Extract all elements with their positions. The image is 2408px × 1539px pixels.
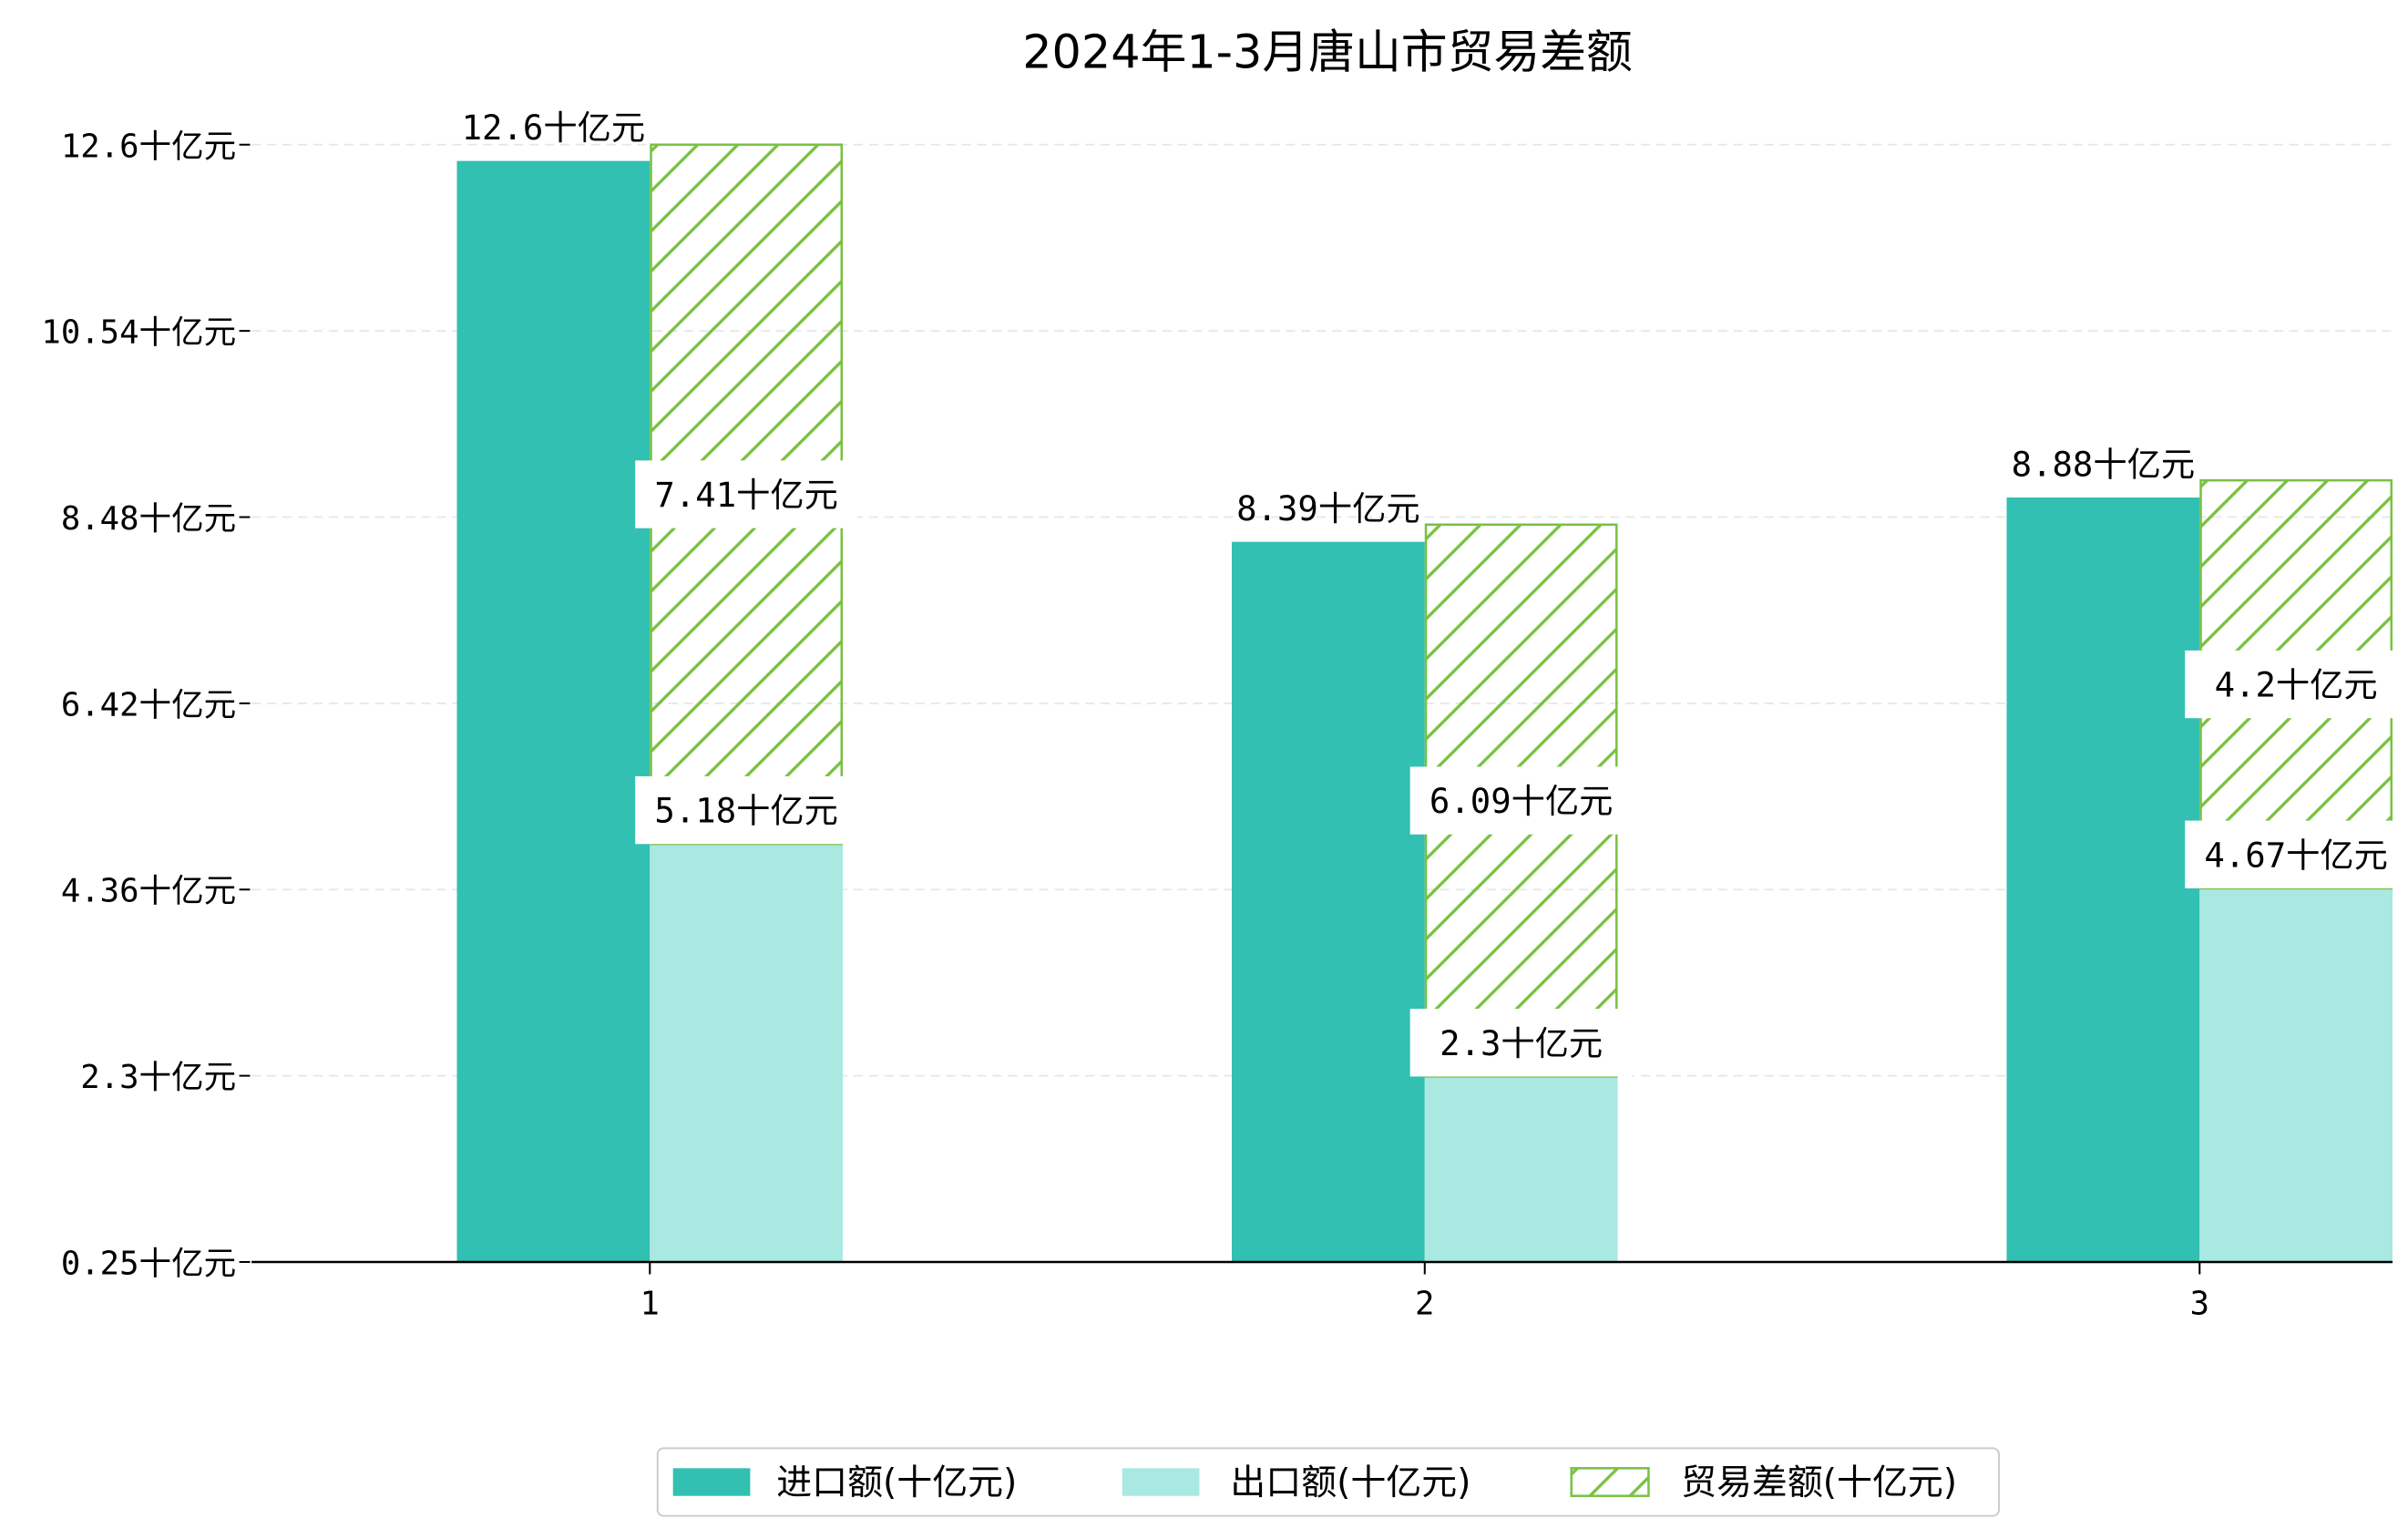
x-tick-label: 1 xyxy=(640,1285,660,1322)
axes: 0.25十亿元 2.3十亿元 4.36十亿元 6.42十亿元 8.48十亿元 10.54十… xyxy=(41,128,2393,1322)
y-tick-label: 12.6十亿元 xyxy=(61,128,236,165)
legend-label: 贸易差额(十亿元) xyxy=(1681,1462,1957,1503)
legend-box xyxy=(656,1447,2001,1517)
bars xyxy=(456,143,2393,1262)
import-value-label: 8.88十亿元 xyxy=(2012,444,2196,484)
export-value-label-bg xyxy=(1409,1009,1633,1077)
legend-label: 进口额(十亿元) xyxy=(776,1462,1017,1503)
legend-swatch xyxy=(672,1468,751,1496)
export-value-label-bg xyxy=(635,775,858,845)
legend-label: 出口额(十亿元) xyxy=(1230,1462,1470,1503)
y-tick-label: 0.25十亿元 xyxy=(61,1246,236,1283)
export-bar xyxy=(650,844,844,1262)
balance-value-label-bg xyxy=(635,460,858,528)
y-tick-label: 2.3十亿元 xyxy=(80,1059,236,1096)
export-value-label: 2.3十亿元 xyxy=(1440,1023,1603,1063)
import-bar xyxy=(2006,497,2200,1262)
balance-value-label: 6.09十亿元 xyxy=(1429,781,1614,821)
export-value-label-bg xyxy=(2185,820,2408,888)
import-bar xyxy=(1231,541,1425,1262)
balance-value-label: 4.2十亿元 xyxy=(2215,665,2378,705)
export-bar xyxy=(1424,1076,1618,1262)
y-tick-label: 10.54十亿元 xyxy=(41,314,236,352)
balance-value-label-bg xyxy=(1409,766,1633,835)
legend-swatch xyxy=(1570,1467,1650,1497)
import-value-label: 12.6十亿元 xyxy=(462,108,646,148)
export-value-label: 4.67十亿元 xyxy=(2204,835,2388,875)
export-value-label: 5.18十亿元 xyxy=(654,791,838,831)
export-bar xyxy=(2199,887,2393,1262)
import-value-label: 8.39十亿元 xyxy=(1236,488,1420,528)
y-tick-label: 8.48十亿元 xyxy=(61,500,236,538)
y-tick-label: 6.42十亿元 xyxy=(61,686,236,723)
balance-value-label: 7.41十亿元 xyxy=(654,475,838,515)
chart-title: 2024年1-3月唐山市贸易差额 xyxy=(1022,25,1633,78)
legend: 进口额(十亿元) 出口额(十亿元) 贸易差额(十亿元) xyxy=(656,1447,2001,1517)
data-labels: 12.6十亿元 5.18十亿元 7.41十亿元 8.39十亿元 2.3十亿元 6.09十亿… xyxy=(462,108,2408,1077)
import-bar xyxy=(456,160,651,1262)
y-tick-label: 4.36十亿元 xyxy=(61,873,236,910)
legend-swatch xyxy=(1122,1468,1200,1496)
x-tick-label: 3 xyxy=(2190,1285,2209,1322)
x-tick-label: 2 xyxy=(1415,1285,1434,1322)
balance-value-label-bg xyxy=(2185,650,2408,719)
